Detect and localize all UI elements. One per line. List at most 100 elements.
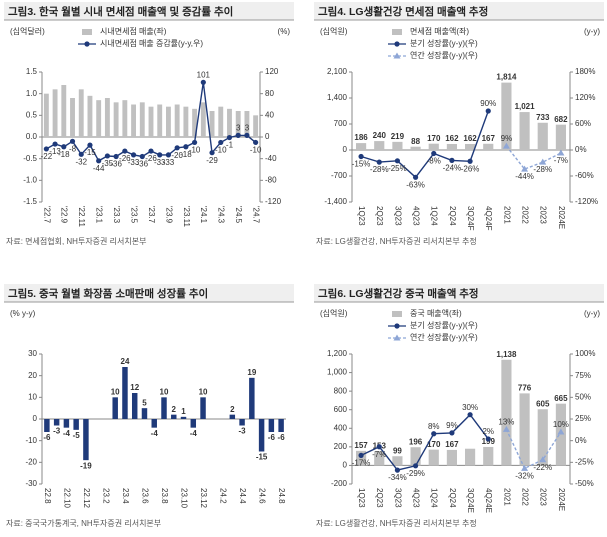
x-tick-label: 2Q23	[375, 206, 384, 226]
marker	[521, 464, 529, 471]
bar	[61, 85, 67, 137]
marker	[467, 158, 473, 164]
y-tick-label: 1,400	[327, 93, 348, 102]
point-label: 8%	[428, 422, 440, 431]
point-label: -29	[206, 156, 218, 165]
point-label: -20	[171, 151, 183, 160]
bar-label: 682	[554, 115, 568, 124]
marker	[174, 145, 180, 151]
marker	[449, 430, 455, 436]
legend-label: 면세점 매출액(좌)	[410, 26, 469, 36]
x-tick-label: '24.5	[234, 206, 243, 224]
bar	[43, 93, 49, 137]
x-tick-label: '24.3	[217, 206, 226, 224]
x-tick-label: 24.6	[257, 488, 266, 504]
y-tick-label: 200	[334, 442, 348, 451]
bar	[258, 419, 265, 452]
bar	[355, 450, 367, 466]
bar	[227, 108, 232, 137]
bar	[501, 82, 512, 150]
marker	[226, 134, 233, 141]
x-tick-label: 2Q24	[448, 206, 457, 226]
bar	[122, 367, 128, 419]
point-label: -26	[145, 154, 157, 163]
bar	[392, 456, 403, 466]
y-tick-label: 2,100	[327, 67, 348, 76]
point-label: 30%	[462, 403, 478, 412]
y2-tick-label: 80	[265, 89, 274, 98]
point-label: -36	[136, 160, 148, 169]
bar	[96, 100, 102, 137]
marker	[521, 165, 529, 172]
bar-label: 1,814	[496, 73, 517, 82]
x-tick-label: 2021	[502, 488, 511, 506]
line	[505, 429, 562, 470]
bar-label: 157	[354, 441, 368, 450]
y-axis-label: (십억달러)	[10, 26, 45, 36]
bar-label: 199	[482, 437, 496, 446]
marker	[209, 150, 215, 156]
point-label: 9%	[501, 134, 513, 143]
point-label: -26	[119, 154, 131, 163]
bar	[113, 102, 119, 137]
x-tick-label: '24.1	[199, 206, 208, 224]
marker	[183, 144, 189, 150]
point-label: -44	[93, 164, 105, 173]
bar	[278, 419, 284, 432]
bar	[139, 102, 145, 137]
marker	[412, 174, 419, 180]
bar	[519, 393, 530, 466]
legend-label: 분기 성장률(y-y)(우)	[410, 320, 478, 330]
marker	[394, 158, 401, 164]
bar-label: 24	[121, 357, 130, 366]
y2-tick-label: -40	[265, 154, 277, 163]
x-tick-label: 3Q23	[393, 488, 402, 508]
y2-tick-label: 100%	[575, 349, 595, 358]
panel-title: 그림3. 한국 월별 시내 면세점 매출액 및 증감률 추이	[8, 5, 233, 18]
line	[360, 413, 489, 471]
x-tick-label: 23.6	[140, 488, 149, 504]
x-tick-label: '22.9	[60, 206, 69, 224]
marker	[113, 153, 119, 160]
y2-tick-label: 0	[265, 132, 270, 141]
bar-label: 1,138	[496, 350, 517, 359]
bar	[165, 106, 171, 137]
bar-label: 10	[111, 387, 120, 396]
bar	[249, 377, 255, 419]
title-band	[4, 2, 294, 20]
bar	[70, 98, 75, 137]
bar	[501, 359, 512, 466]
x-tick-label: 4Q23	[411, 488, 420, 508]
bar-label: 605	[536, 399, 550, 408]
bar	[151, 419, 157, 428]
bar	[537, 122, 548, 150]
point-label: 101	[197, 70, 211, 79]
marker	[376, 159, 382, 165]
bar	[190, 419, 197, 428]
y2-axis-label: (y-y)	[584, 27, 600, 36]
bar-label: 88	[411, 137, 420, 146]
bar-label: 162	[445, 134, 459, 143]
bar	[63, 419, 70, 428]
x-tick-label: 23.8	[160, 488, 169, 504]
bar	[131, 104, 137, 137]
bar	[374, 451, 385, 466]
point-label: -32	[75, 157, 87, 166]
y-tick-label: -1.0	[23, 175, 37, 184]
bar	[244, 111, 250, 137]
x-tick-label: 1Q24	[430, 206, 439, 226]
bar-label: 733	[536, 113, 550, 122]
bar-label: 240	[373, 131, 387, 140]
bar-label: -3	[53, 427, 61, 436]
source: 자료: 면세점협회, NH투자증권 리서치본부	[6, 236, 146, 246]
x-tick-label: 23.10	[179, 488, 188, 509]
marker	[52, 141, 58, 147]
x-tick-label: 4Q24E	[484, 488, 493, 513]
marker	[218, 139, 224, 146]
bar	[148, 106, 154, 137]
y-tick-label: -20	[25, 457, 37, 466]
marker	[358, 153, 364, 160]
panel-title: 그림6. LG생활건강 중국 매출액 추정	[318, 287, 479, 300]
bar	[183, 106, 189, 137]
